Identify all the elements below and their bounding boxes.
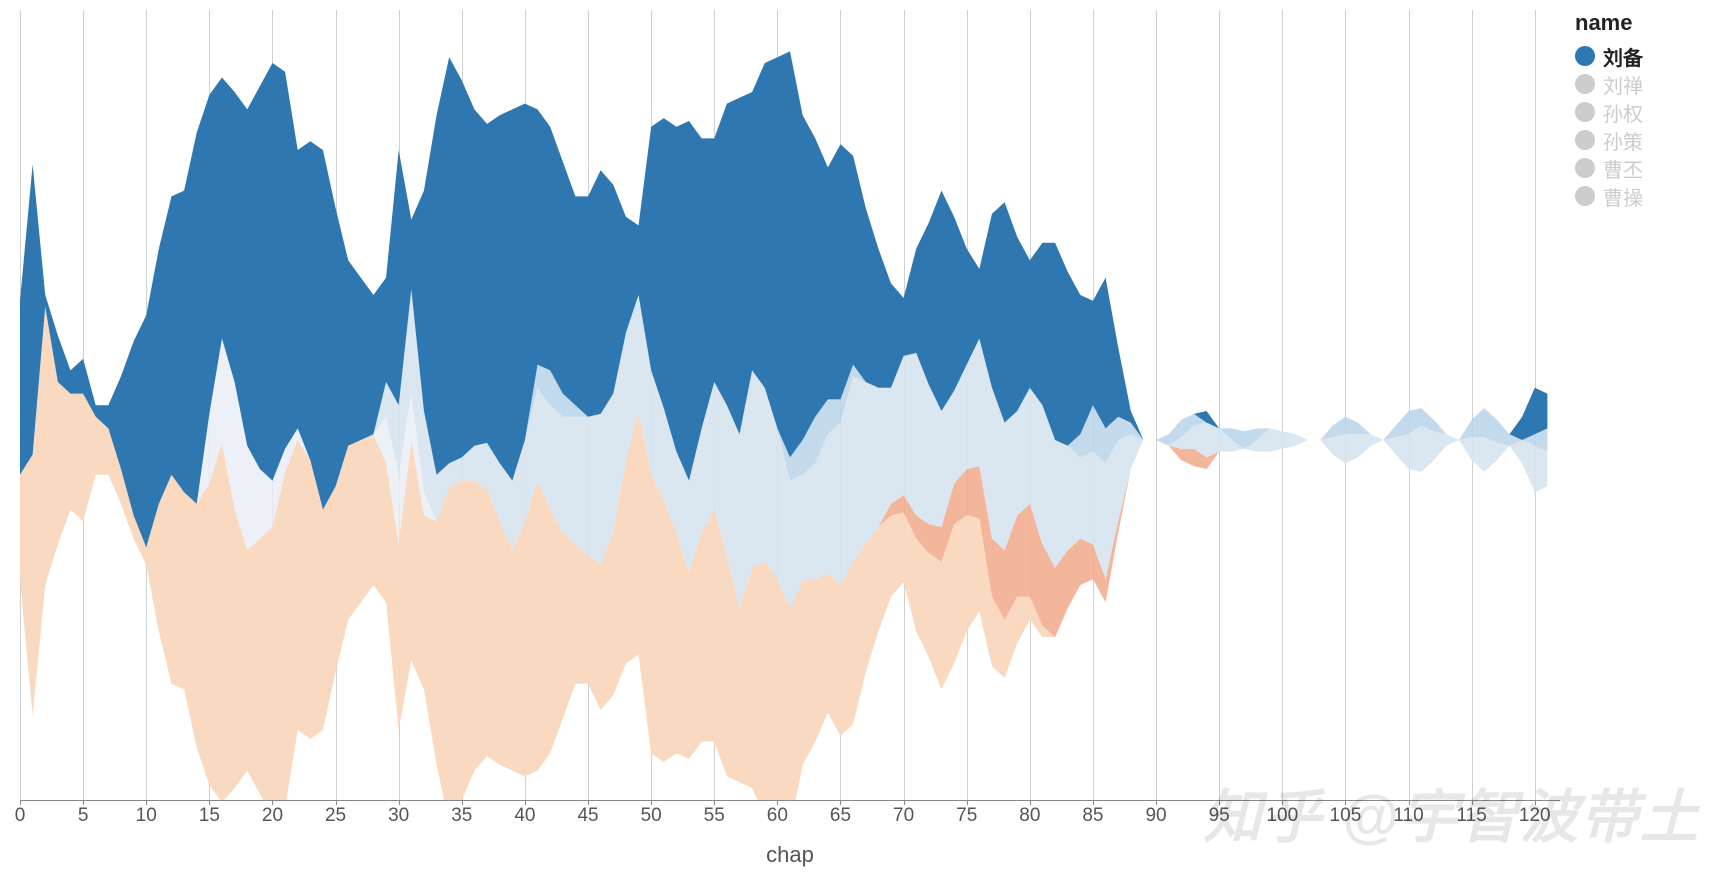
x-tick-label: 80	[1019, 805, 1040, 827]
legend-item-曹丕[interactable]: 曹丕	[1575, 154, 1715, 182]
legend-label: 刘备	[1603, 42, 1643, 71]
legend-item-刘备[interactable]: 刘备	[1575, 42, 1715, 70]
legend-swatch	[1575, 46, 1595, 66]
legend-label: 孙策	[1603, 126, 1643, 155]
x-tick-label: 60	[767, 805, 788, 827]
legend-label: 曹操	[1603, 182, 1643, 211]
x-tick-label: 75	[956, 805, 977, 827]
x-tick-label: 35	[451, 805, 472, 827]
legend-item-孙策[interactable]: 孙策	[1575, 126, 1715, 154]
legend-swatch	[1575, 102, 1595, 122]
x-tick-label: 50	[641, 805, 662, 827]
x-tick-label: 70	[893, 805, 914, 827]
x-tick-label: 40	[514, 805, 535, 827]
chart-container: chap 05101520253035404550556065707580859…	[20, 10, 1560, 830]
legend-swatch	[1575, 186, 1595, 206]
legend-label: 刘禅	[1603, 70, 1643, 99]
x-tick-label: 25	[325, 805, 346, 827]
x-tick-label: 5	[78, 805, 89, 827]
legend-item-刘禅[interactable]: 刘禅	[1575, 70, 1715, 98]
x-tick-label: 15	[199, 805, 220, 827]
x-tick-label: 30	[388, 805, 409, 827]
legend-swatch	[1575, 158, 1595, 178]
x-tick-label: 90	[1145, 805, 1166, 827]
legend-item-孙权[interactable]: 孙权	[1575, 98, 1715, 126]
legend-swatch	[1575, 130, 1595, 150]
plot-area	[20, 10, 1560, 800]
x-tick-label: 45	[577, 805, 598, 827]
x-tick-label: 85	[1082, 805, 1103, 827]
x-tick-label: 65	[830, 805, 851, 827]
x-tick-label: 0	[15, 805, 26, 827]
x-axis-label: chap	[766, 842, 814, 868]
x-tick-label: 20	[262, 805, 283, 827]
stream-svg	[20, 10, 1560, 800]
legend-swatch	[1575, 74, 1595, 94]
legend-title: name	[1575, 10, 1715, 36]
legend: name 刘备刘禅孙权孙策曹丕曹操	[1575, 10, 1715, 210]
legend-item-曹操[interactable]: 曹操	[1575, 182, 1715, 210]
x-tick-label: 55	[704, 805, 725, 827]
x-tick-label: 10	[136, 805, 157, 827]
legend-label: 曹丕	[1603, 154, 1643, 183]
watermark: 知乎 @宇智波带土	[1203, 770, 1700, 854]
legend-label: 孙权	[1603, 98, 1643, 127]
